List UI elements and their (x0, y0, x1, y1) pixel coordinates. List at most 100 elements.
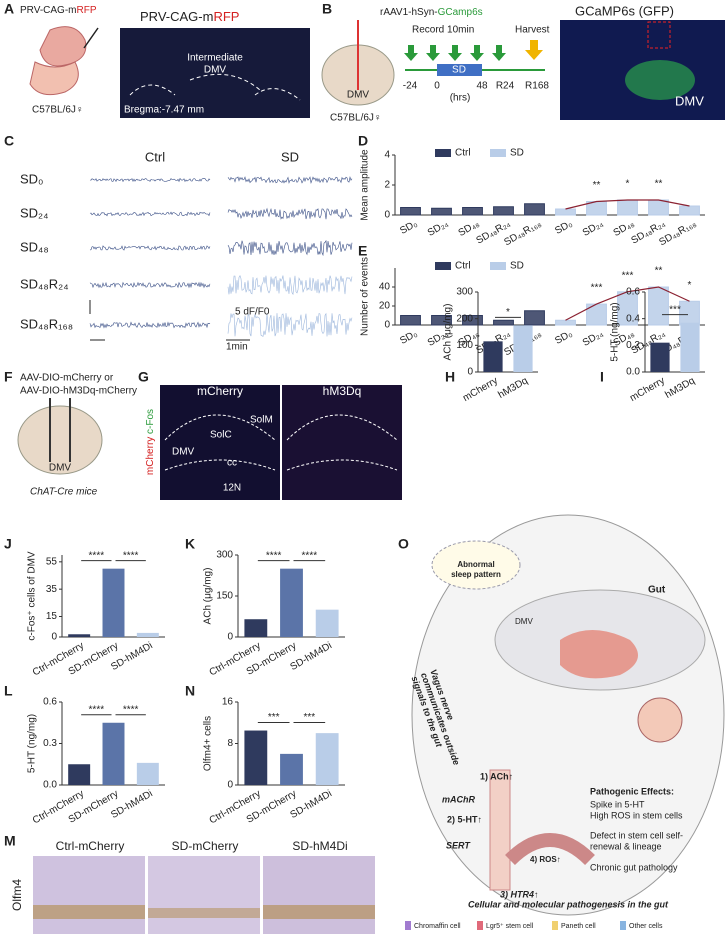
significance: ** (593, 180, 601, 191)
row-label: SD₄₈ (20, 239, 49, 254)
panel-letter: A (4, 1, 14, 17)
bar (68, 764, 91, 785)
box (431, 315, 452, 326)
gut-icon (560, 630, 638, 679)
time-unit: (hrs) (450, 93, 471, 104)
box (679, 205, 700, 216)
row-label: SD₂₄ (20, 205, 48, 220)
column-label: Ctrl (145, 149, 165, 164)
significance: ** (655, 266, 663, 277)
trace (227, 207, 353, 220)
effect: Spike in 5-HT (590, 799, 645, 809)
panel-letter: F (4, 369, 13, 385)
region-outline (164, 414, 398, 471)
effect: High ROS in stem cells (590, 810, 683, 820)
histology-image (148, 856, 260, 934)
box (555, 208, 576, 216)
box (493, 206, 514, 216)
brain-label: DMV (347, 90, 370, 101)
step-label: 2) 5-HT↑ (447, 814, 482, 824)
y-tick-label: 16 (222, 697, 234, 708)
sd-label: SD (452, 65, 466, 76)
box (400, 207, 421, 216)
box (679, 300, 700, 326)
panel-letter: J (4, 536, 12, 552)
y-axis-label: 5-HT (ng/mg) (27, 714, 38, 773)
legend-label: Other cells (629, 923, 663, 930)
box (617, 199, 638, 216)
y-tick-label: 0.0 (43, 780, 57, 791)
y-tick-label: 2 (384, 180, 390, 191)
box (462, 207, 483, 216)
caption: Cellular and molecular pathogenesis in t… (468, 899, 669, 909)
legend-swatch (552, 921, 558, 930)
bar (68, 634, 91, 637)
stain-label: Olfm4 (10, 879, 24, 911)
harvest-label: Harvest (515, 25, 550, 36)
region-label: Intermediate (187, 53, 243, 64)
y-tick-label: 0.2 (626, 340, 640, 351)
y-tick-label: 150 (216, 591, 233, 602)
box (555, 319, 576, 326)
bar (513, 325, 533, 372)
y-tick-label: 15 (46, 611, 58, 622)
trace (89, 281, 211, 289)
y-axis-label: Mean amplitude (360, 149, 371, 221)
row-label: SD₄₈R₁₆₈ (20, 316, 73, 331)
significance: **** (123, 550, 139, 561)
y-tick-label: 35 (46, 584, 58, 595)
trace (227, 239, 353, 257)
bregma-label: Bregma:-7.47 mm (124, 105, 204, 116)
bar (280, 753, 303, 785)
trace (227, 176, 353, 184)
y-tick-label: 200 (456, 313, 473, 324)
x-tick-label: SD₂₄ (581, 328, 605, 348)
effect: Chronic gut pathology (590, 862, 678, 872)
x-tick-label: mCherry (628, 375, 667, 404)
y-tick-label: 0 (384, 210, 390, 221)
inset-box (647, 21, 671, 49)
dmv-label: DMV (515, 617, 533, 626)
box (524, 310, 545, 326)
brain-icon (17, 405, 103, 475)
region-label: 12N (223, 483, 241, 494)
bar (650, 342, 670, 372)
x-tick-label: SD₂₄ (426, 218, 450, 238)
y-axis-label: Olfm4+ cells (203, 716, 214, 771)
significance: **** (302, 550, 318, 561)
panel-letter: L (4, 683, 13, 699)
bar (680, 322, 700, 372)
region-label: DMV (204, 65, 227, 76)
time-label: 48 (476, 81, 488, 92)
stain-band (263, 905, 375, 919)
trace (89, 211, 211, 217)
y-tick-label: 4 (384, 150, 390, 161)
trace (227, 312, 353, 338)
vector-label: AAV-DIO-hM3Dq-mCherry (20, 386, 137, 397)
image-title: GCaMP6s (GFP) (575, 3, 674, 18)
significance: **** (266, 550, 282, 561)
x-tick-label: SD₀ (398, 328, 419, 347)
legend-label: Lgr5⁺ stem cell (486, 923, 534, 930)
bar (315, 733, 339, 785)
time-label: R168 (525, 81, 549, 92)
significance: *** (669, 304, 681, 315)
significance: *** (622, 270, 634, 281)
y-tick-label: 300 (456, 287, 473, 298)
legend-swatch (405, 921, 411, 930)
panel-letter: H (445, 369, 455, 385)
time-label: 0 (434, 81, 440, 92)
image-label: DMV (675, 93, 704, 108)
box (493, 319, 514, 326)
panel-letter: M (4, 833, 16, 849)
effects-title: Pathogenic Effects: (590, 786, 674, 796)
legend-swatch (435, 262, 451, 270)
traces (89, 176, 353, 338)
y-tick-label: 8 (227, 738, 233, 749)
brain-label: DMV (49, 463, 72, 474)
bar (102, 568, 125, 637)
y-tick-label: 0 (467, 367, 473, 378)
trend-line (565, 199, 690, 210)
significance: *** (268, 712, 280, 723)
y-tick-label: 55 (46, 556, 58, 567)
